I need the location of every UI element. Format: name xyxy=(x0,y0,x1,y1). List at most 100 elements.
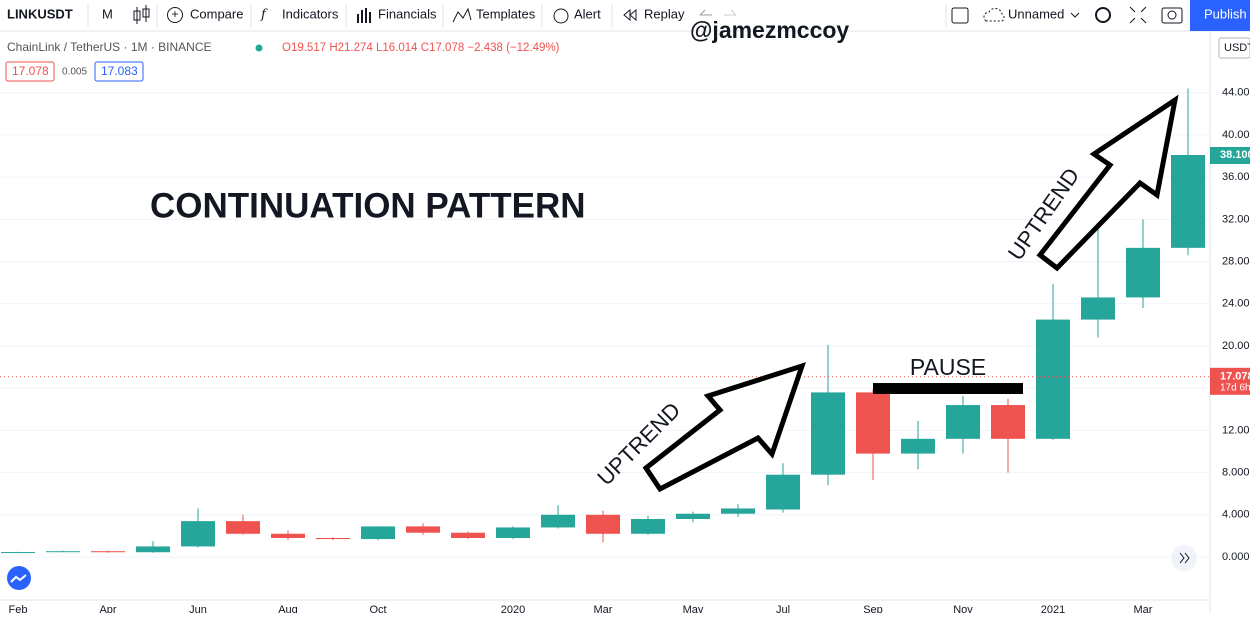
redo-icon[interactable] xyxy=(724,9,737,16)
currency: USDT xyxy=(1224,42,1250,54)
y-tick-label: 36.000 xyxy=(1222,171,1250,183)
status-dot xyxy=(255,44,263,52)
candle-body xyxy=(901,438,935,454)
candle-body xyxy=(586,514,620,534)
price-tag-label: 38.100 xyxy=(1220,149,1250,161)
x-tick-label: Apr xyxy=(99,604,116,613)
candle-body xyxy=(496,527,530,539)
currency-box[interactable] xyxy=(1218,37,1250,59)
candle-body xyxy=(721,508,755,514)
x-tick-label: 2020 xyxy=(501,604,525,613)
candle-body xyxy=(1081,297,1115,320)
ask-box[interactable] xyxy=(94,61,144,82)
x-tick-label: Oct xyxy=(369,604,386,613)
candle-icon[interactable] xyxy=(133,5,150,24)
y-tick-label: 28.000 xyxy=(1222,255,1250,267)
indicators-button[interactable]: Indicators xyxy=(282,6,339,21)
y-tick-label: 32.000 xyxy=(1222,213,1250,225)
fullscreen-icon[interactable] xyxy=(1129,6,1147,24)
x-tick-label: Aug xyxy=(278,604,298,613)
y-tick-label: 24.000 xyxy=(1222,298,1250,310)
y-tick-label: 0.000 xyxy=(1222,551,1250,563)
y-tick-label: 20.000 xyxy=(1222,340,1250,352)
price-tag-label: 17.078 xyxy=(1220,371,1250,383)
candle-body xyxy=(91,551,125,553)
snapshot-icon[interactable] xyxy=(1161,7,1183,24)
layout-name[interactable]: Unnamed xyxy=(1008,6,1064,21)
indicators-icon[interactable]: f xyxy=(260,8,268,23)
financials-button[interactable]: Financials xyxy=(378,6,437,21)
y-tick-label: 40.000 xyxy=(1222,129,1250,141)
symbol[interactable]: LINKUSDT xyxy=(7,6,73,21)
candle-body xyxy=(946,405,980,439)
templates-icon[interactable] xyxy=(452,7,472,23)
tv-logo[interactable] xyxy=(7,566,31,590)
candle-body xyxy=(271,533,305,539)
uptrend-arrow xyxy=(1036,94,1179,272)
candle-body xyxy=(811,392,845,475)
x-tick-label: Feb xyxy=(9,604,28,613)
chart-title: CONTINUATION PATTERN xyxy=(150,186,586,225)
compare-plus: + xyxy=(171,7,178,21)
candle-body xyxy=(451,532,485,539)
candle-body xyxy=(1171,155,1205,248)
replay-button[interactable]: Replay xyxy=(644,6,685,21)
candle-body xyxy=(1,552,35,554)
scroll-icon xyxy=(1179,552,1190,564)
x-tick-label: May xyxy=(683,604,704,613)
candle-body xyxy=(1126,247,1160,298)
ohlc-values: O19.517 H21.274 L16.014 C17.078 −2.438 (… xyxy=(282,42,560,54)
candle-body xyxy=(631,519,665,534)
price-tag xyxy=(1210,147,1250,165)
price-tag-sub: 17d 6h xyxy=(1220,382,1250,393)
x-tick-label: Nov xyxy=(953,604,973,613)
bid-box[interactable] xyxy=(5,61,55,82)
alert-icon[interactable] xyxy=(553,8,569,24)
candle-body xyxy=(676,513,710,520)
candle-body xyxy=(766,474,800,510)
x-tick-label: Sep xyxy=(863,604,883,613)
financials-icon[interactable] xyxy=(357,8,371,23)
alert-button[interactable]: Alert xyxy=(574,6,601,21)
candle-body xyxy=(991,405,1025,439)
tv-logo-mark xyxy=(10,574,27,583)
templates-button[interactable]: Templates xyxy=(476,6,536,21)
x-tick-label: Jun xyxy=(189,604,207,613)
compare-icon[interactable] xyxy=(167,7,183,23)
snapshot-lens xyxy=(1167,10,1177,20)
checkbox[interactable] xyxy=(951,7,969,24)
candle-body xyxy=(406,526,440,533)
x-tick-label: 2021 xyxy=(1041,604,1065,613)
x-tick-label: Mar xyxy=(1134,604,1153,613)
watermark: @jamezmccoy xyxy=(690,17,849,43)
spread: 0.005 xyxy=(62,67,87,78)
compare-button[interactable]: Compare xyxy=(190,6,243,21)
candle-body xyxy=(361,526,395,540)
candle-body xyxy=(136,546,170,553)
publish-button[interactable] xyxy=(1190,0,1250,31)
price-tag xyxy=(1210,367,1250,395)
candle-body xyxy=(541,514,575,528)
publish-label: Publish xyxy=(1204,6,1247,21)
ask: 17.083 xyxy=(101,64,138,78)
candle-body xyxy=(856,392,890,454)
x-tick-label: Mar xyxy=(594,604,613,613)
settings-icon[interactable] xyxy=(1095,7,1111,23)
dropdown-icon[interactable] xyxy=(1070,12,1080,18)
undo-icon[interactable] xyxy=(699,9,712,16)
y-tick-label: 12.000 xyxy=(1222,424,1250,436)
x-tick-label: Jul xyxy=(776,604,790,613)
y-tick-label: 8.000 xyxy=(1222,466,1250,478)
cloud-icon[interactable] xyxy=(983,7,1005,22)
y-tick-label: 44.000 xyxy=(1222,87,1250,99)
candle-body xyxy=(1036,319,1070,439)
candle-body xyxy=(316,538,350,540)
pause-label: PAUSE xyxy=(910,354,986,380)
interval[interactable]: M xyxy=(102,6,113,21)
candle-body xyxy=(226,521,260,534)
candle-body xyxy=(46,551,80,553)
y-tick-label: 4.000 xyxy=(1222,509,1250,521)
pair-info: ChainLink / TetherUS · 1M · BINANCE xyxy=(7,40,212,54)
uptrend-arrow xyxy=(642,362,806,493)
